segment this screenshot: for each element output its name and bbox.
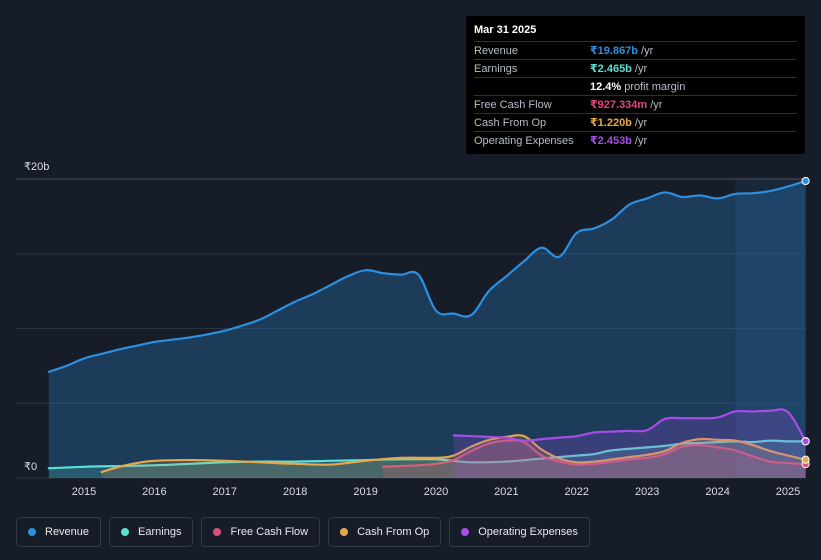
tooltip-row: Operating Expenses ₹2.453b/yr — [474, 132, 797, 149]
tooltip-row-unit: /yr — [634, 134, 648, 147]
x-tick-2022: 2022 — [565, 486, 589, 498]
tooltip-row-value: 12.4% — [590, 80, 622, 93]
legend-label: Free Cash Flow — [230, 526, 309, 538]
tooltip-row-unit: /yr — [634, 116, 648, 129]
tooltip-rows: Revenue ₹19.867b/yr Earnings ₹2.465b/yr 12.4… — [474, 42, 797, 149]
x-tick-2017: 2017 — [213, 486, 237, 498]
legend-dot-icon — [121, 528, 130, 536]
operating-expenses-area — [453, 409, 806, 478]
revenue-area — [48, 180, 806, 479]
legend-item-cash-from-op[interactable]: Cash From Op — [328, 517, 442, 547]
tooltip-row: Free Cash Flow ₹927.334m/yr — [474, 96, 797, 114]
tooltip-row-value: ₹2.465b — [590, 63, 632, 75]
x-tick-2020: 2020 — [424, 486, 448, 498]
tooltip-row-label: Operating Expenses — [474, 134, 574, 147]
x-tick-2015: 2015 — [72, 486, 96, 498]
legend-label: Revenue — [45, 526, 90, 538]
tooltip-row: Cash From Op ₹1.220b/yr — [474, 114, 797, 132]
gridlines — [16, 178, 806, 479]
legend-item-revenue[interactable]: Revenue — [16, 517, 102, 547]
tooltip-row-label: Free Cash Flow — [474, 98, 552, 111]
legend-label: Cash From Op — [357, 526, 430, 538]
x-tick-2025: 2025 — [776, 486, 800, 498]
tooltip-row-unit: /yr — [634, 62, 648, 75]
tooltip-row-value: ₹1.220b — [590, 117, 632, 129]
x-tick-2016: 2016 — [142, 486, 166, 498]
data-tooltip: Mar 31 2025 Revenue ₹19.867b/yr Earnings ₹2… — [466, 16, 805, 154]
tooltip-row-label: Revenue — [474, 44, 519, 57]
x-tick-2024: 2024 — [705, 486, 729, 498]
legend-label: Operating Expenses — [478, 526, 578, 538]
x-axis-ticks: 2015 2016 2017 2018 2019 2020 2021 2022 2023 2024… — [72, 486, 800, 498]
free-cash-flow-line — [382, 439, 807, 468]
tooltip-row-value: ₹19.867b — [590, 45, 639, 57]
end-markers — [801, 176, 810, 469]
operating-expenses-line — [452, 408, 807, 443]
cash-from-op-end-marker — [801, 455, 810, 464]
tooltip-row-label: Cash From Op — [474, 116, 547, 129]
x-tick-2019: 2019 — [353, 486, 377, 498]
tooltip-date: Mar 31 2025 — [474, 24, 797, 42]
tooltip-row-value: ₹927.334m — [590, 99, 648, 111]
y-tick-label-top: ₹20b — [24, 161, 49, 173]
tooltip-row: Earnings ₹2.465b/yr — [474, 60, 797, 78]
x-tick-2023: 2023 — [635, 486, 659, 498]
earnings-line — [47, 439, 807, 470]
tooltip-row-unit: profit margin — [624, 80, 686, 93]
operating-expenses-end-marker — [801, 437, 810, 446]
x-tick-2021: 2021 — [494, 486, 518, 498]
tooltip-row-unit: /yr — [641, 44, 654, 57]
legend-item-earnings[interactable]: Earnings — [109, 517, 194, 547]
tooltip-row: 12.4% profit margin — [474, 78, 797, 96]
y-tick-label-bottom: ₹0 — [24, 461, 37, 473]
x-tick-2018: 2018 — [283, 486, 307, 498]
tooltip-row-value: ₹2.453b — [590, 135, 632, 147]
legend-dot-icon — [28, 528, 36, 536]
legend-dot-icon — [461, 528, 470, 536]
series-layer — [47, 179, 807, 479]
legend-dot-icon — [213, 528, 222, 536]
tooltip-row-label: Earnings — [474, 62, 518, 75]
revenue-line — [47, 179, 807, 373]
legend-item-operating-expenses[interactable]: Operating Expenses — [449, 517, 590, 547]
legend-dot-icon — [340, 528, 349, 536]
free-cash-flow-area — [383, 440, 806, 478]
revenue-end-marker — [801, 176, 810, 186]
legend-label: Earnings — [138, 526, 182, 538]
legend-item-free-cash-flow[interactable]: Free Cash Flow — [201, 517, 321, 547]
tooltip-row: Revenue ₹19.867b/yr — [474, 42, 797, 60]
legend: Revenue Earnings Free Cash Flow Cash From O… — [16, 517, 590, 547]
cash-from-op-line — [100, 434, 807, 474]
tooltip-row-unit: /yr — [650, 98, 663, 111]
